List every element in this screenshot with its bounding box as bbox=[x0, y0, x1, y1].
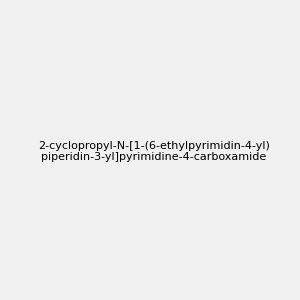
Text: 2-cyclopropyl-N-[1-(6-ethylpyrimidin-4-yl)
piperidin-3-yl]pyrimidine-4-carboxami: 2-cyclopropyl-N-[1-(6-ethylpyrimidin-4-y… bbox=[38, 141, 270, 162]
